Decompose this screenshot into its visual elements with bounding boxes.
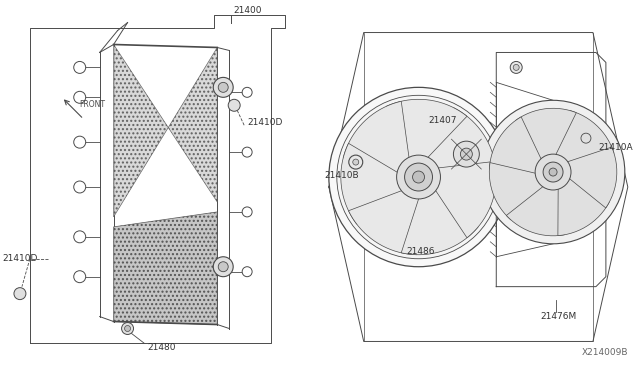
Circle shape (213, 257, 233, 277)
Polygon shape (490, 163, 546, 220)
Circle shape (543, 162, 563, 182)
Circle shape (242, 267, 252, 277)
Polygon shape (114, 45, 217, 217)
Circle shape (460, 148, 472, 160)
Circle shape (122, 323, 134, 334)
Text: FRONT: FRONT (80, 100, 106, 109)
Circle shape (74, 181, 86, 193)
Circle shape (337, 95, 500, 259)
Circle shape (413, 171, 424, 183)
Text: X214009B: X214009B (581, 349, 628, 357)
Polygon shape (401, 184, 478, 255)
Circle shape (218, 262, 228, 272)
Circle shape (14, 288, 26, 299)
Text: 21480: 21480 (147, 343, 176, 352)
Circle shape (74, 61, 86, 73)
Text: 21407: 21407 (429, 116, 457, 125)
Circle shape (74, 231, 86, 243)
Polygon shape (433, 161, 496, 238)
Circle shape (397, 155, 440, 199)
Text: 21410D: 21410D (2, 254, 37, 263)
Polygon shape (554, 110, 614, 164)
Text: 21476M: 21476M (540, 312, 577, 321)
Polygon shape (341, 143, 408, 224)
Polygon shape (490, 117, 542, 175)
Circle shape (510, 61, 522, 73)
Circle shape (349, 155, 363, 169)
Text: 21410A: 21410A (598, 142, 632, 152)
Polygon shape (387, 99, 467, 164)
Circle shape (74, 271, 86, 283)
Circle shape (329, 87, 508, 267)
Circle shape (125, 326, 131, 331)
Text: 21486: 21486 (406, 247, 435, 256)
Polygon shape (114, 212, 217, 324)
Circle shape (242, 207, 252, 217)
Text: 21410B: 21410B (324, 170, 358, 180)
Polygon shape (558, 176, 609, 235)
Polygon shape (506, 186, 564, 236)
Circle shape (74, 136, 86, 148)
Circle shape (74, 92, 86, 103)
Circle shape (481, 100, 625, 244)
Circle shape (581, 133, 591, 143)
Circle shape (453, 141, 479, 167)
Circle shape (404, 163, 433, 191)
Text: 21410D: 21410D (247, 118, 282, 127)
Polygon shape (422, 108, 496, 177)
Circle shape (213, 77, 233, 97)
Polygon shape (566, 147, 617, 208)
Circle shape (447, 134, 486, 174)
Circle shape (228, 99, 240, 111)
Text: 21400: 21400 (233, 6, 262, 15)
Circle shape (353, 159, 359, 165)
Polygon shape (349, 189, 424, 255)
Circle shape (242, 87, 252, 97)
Circle shape (218, 82, 228, 92)
Polygon shape (516, 108, 577, 162)
Circle shape (242, 147, 252, 157)
Circle shape (513, 64, 519, 70)
Circle shape (549, 168, 557, 176)
Polygon shape (343, 101, 410, 178)
Circle shape (535, 154, 571, 190)
